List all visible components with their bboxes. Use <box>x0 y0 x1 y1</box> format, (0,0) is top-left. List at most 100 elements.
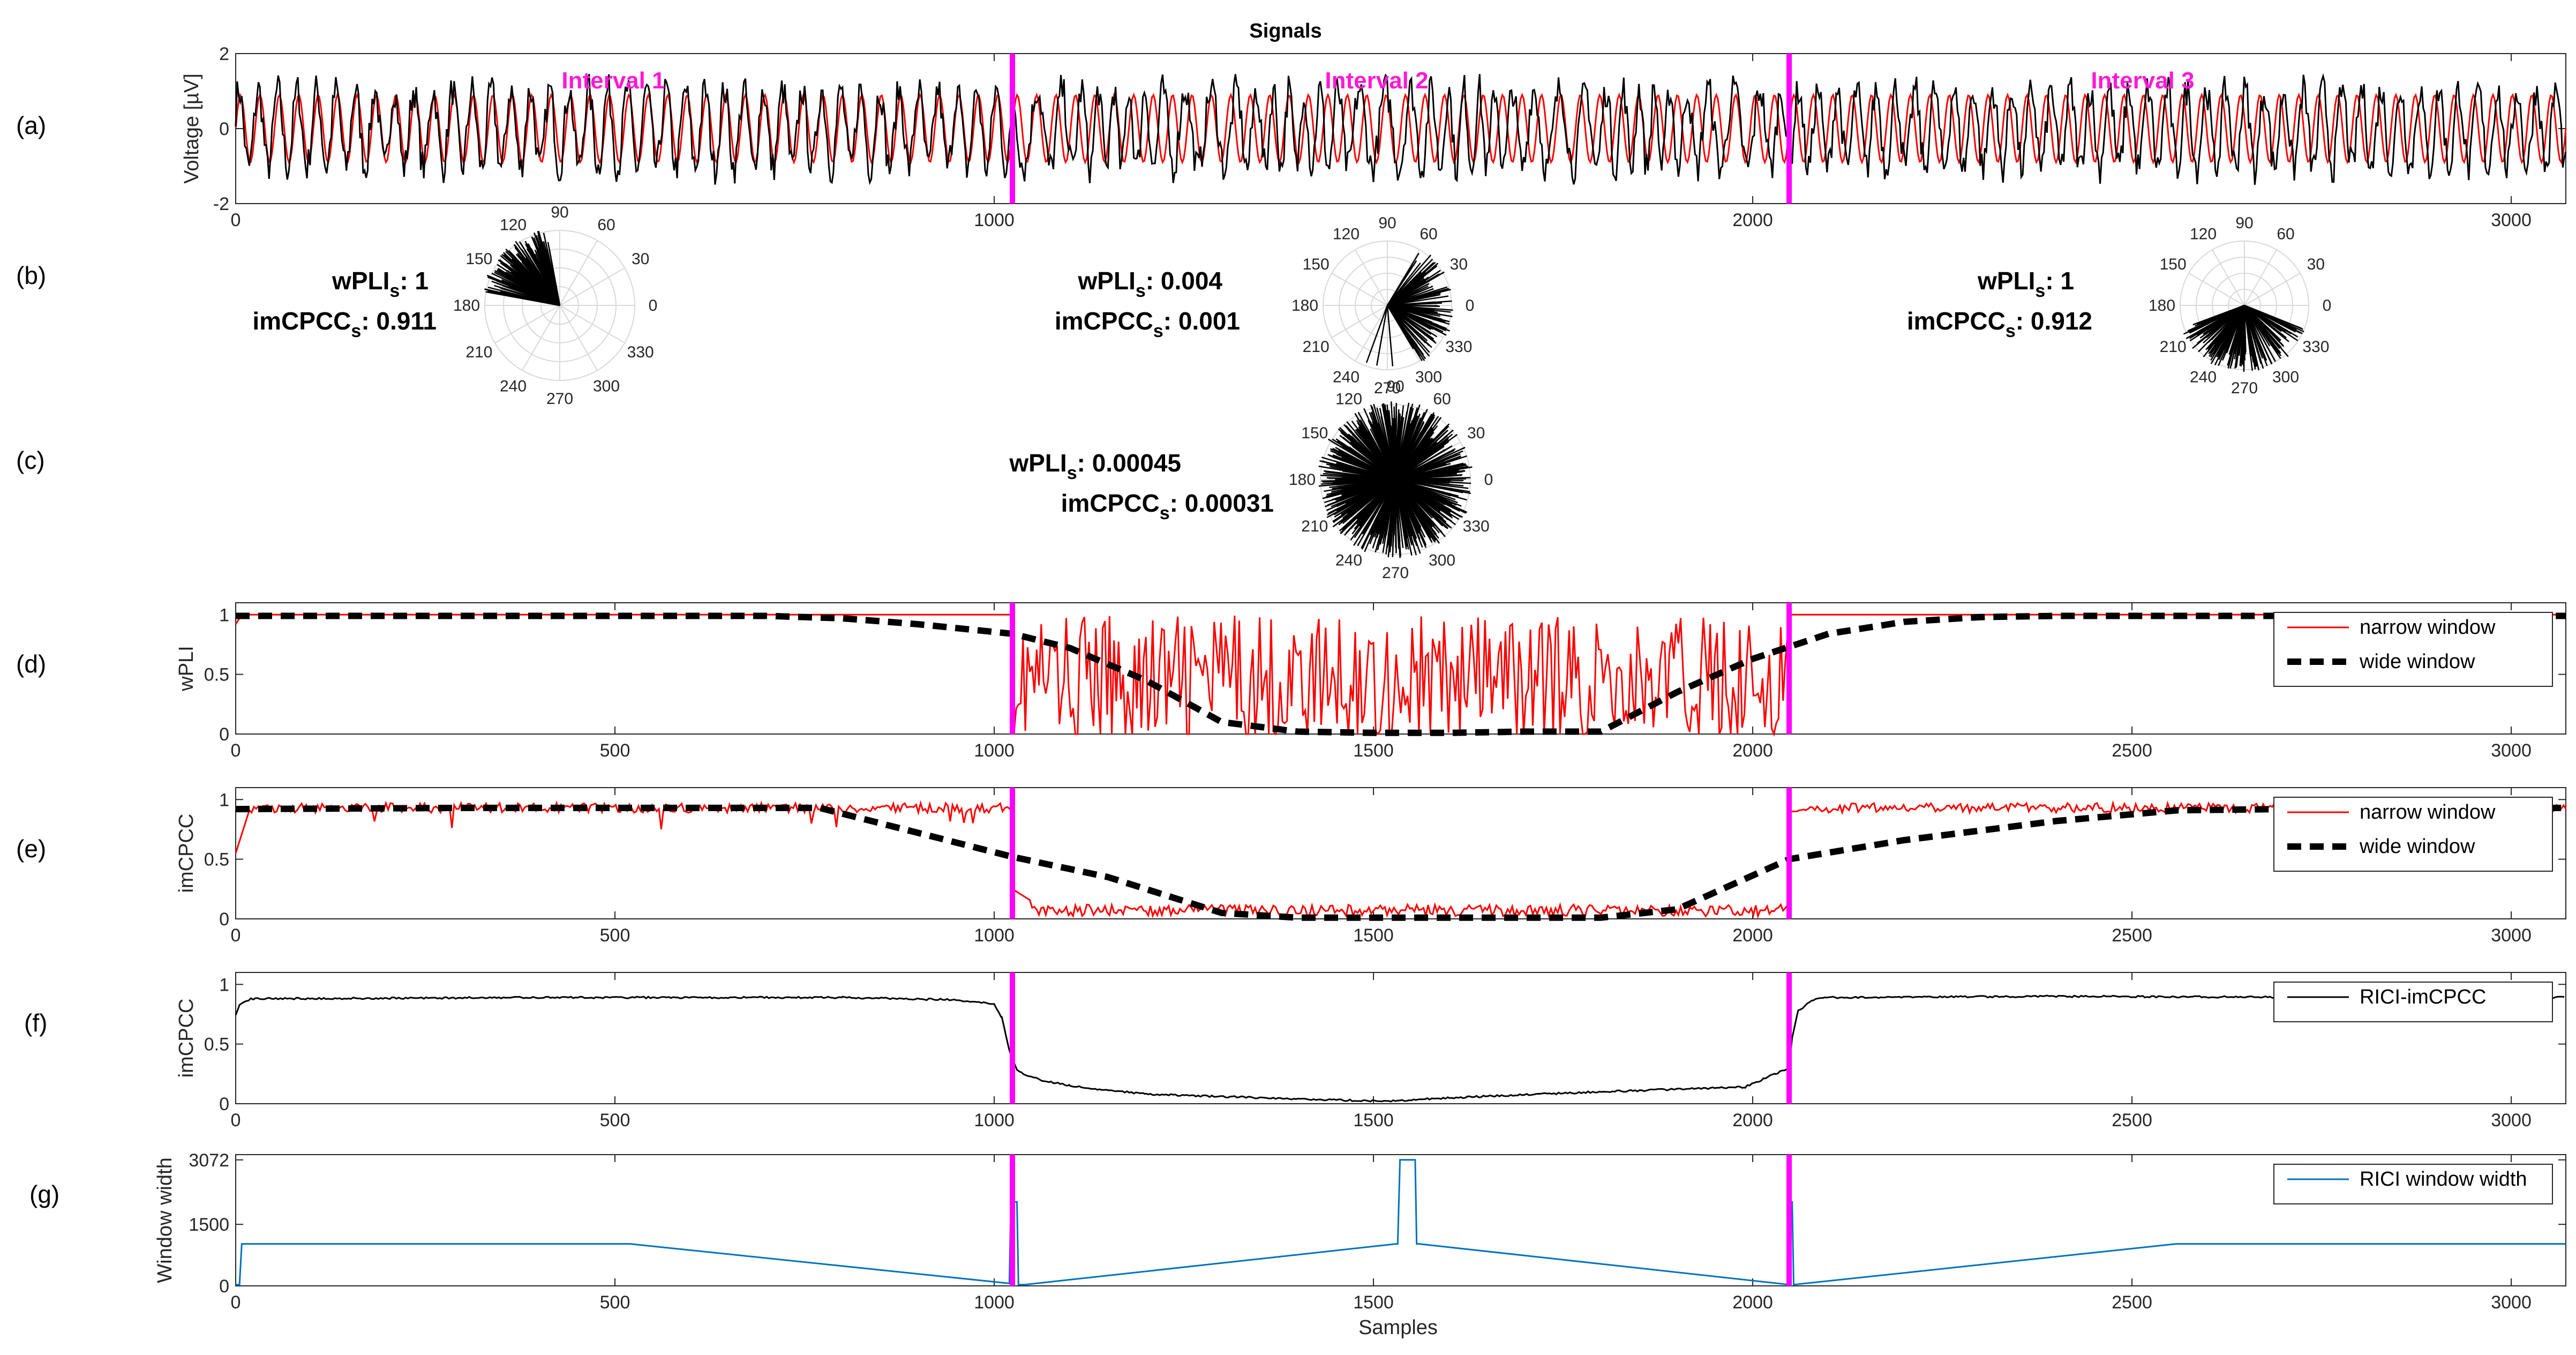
legend-label: wide window <box>2359 835 2475 858</box>
polar-angle-label: 180 <box>453 297 480 315</box>
legend: RICI window width <box>2273 1164 2553 1204</box>
polar-angle-label: 180 <box>2149 297 2175 315</box>
interval-3-label: Interval 3 <box>2091 68 2194 94</box>
imcpcc-sub: s <box>1153 321 1163 341</box>
phase-vector <box>1387 269 1441 306</box>
imcpcc-sub: s <box>1160 503 1170 523</box>
imcpcc-sub: s <box>351 321 361 341</box>
polar-angle-label: 150 <box>1301 424 1328 442</box>
polar-spoke <box>2212 249 2245 306</box>
phase-vector <box>520 242 561 306</box>
phase-vector <box>1395 479 1449 521</box>
imcpcc-value: : 0.911 <box>361 307 437 335</box>
polar-angle-label: 0 <box>2323 297 2332 315</box>
polar-angle-label: 90 <box>1386 378 1404 395</box>
polar-angle-label: 270 <box>1382 564 1409 582</box>
phase-vector <box>1387 305 1430 353</box>
x-tick-label: 2500 <box>2112 925 2152 946</box>
polar-spoke <box>1355 249 1388 306</box>
phase-vector <box>1379 479 1396 545</box>
imcpcc-value: : 0.00031 <box>1170 489 1274 517</box>
phase-vector <box>522 257 560 306</box>
polar-angle-label: 150 <box>465 250 492 268</box>
polar-angle-label: 90 <box>2235 214 2253 232</box>
phase-vector <box>2208 305 2245 354</box>
legend-box <box>2273 982 2553 1022</box>
stats-interval-3: wPLIs: 1 imCPCCs: 0.912 <box>1907 267 2092 341</box>
polar-angle-label: 240 <box>1333 368 1360 386</box>
x-tick-label: 1000 <box>974 925 1015 946</box>
phase-vector <box>1394 479 1409 546</box>
polar-angle-label: 270 <box>1374 379 1401 397</box>
phase-vector <box>1326 478 1396 518</box>
y-axis-label: imCPCC <box>175 999 198 1078</box>
y-tick-label: 0.5 <box>204 665 229 685</box>
phase-vector <box>487 286 560 306</box>
phase-vector <box>498 259 560 306</box>
phase-vector <box>1370 479 1396 536</box>
polar-angle-label: 30 <box>632 250 649 268</box>
polar-angle-label: 30 <box>2307 256 2325 273</box>
phase-vector <box>1387 304 1431 330</box>
phase-vector <box>2244 305 2289 342</box>
phase-vector <box>1387 304 1437 320</box>
phase-vector <box>1394 415 1410 480</box>
polar-angle-label: 300 <box>1429 552 1455 570</box>
x-tick-label: 3000 <box>2491 925 2532 946</box>
phase-vector <box>2203 304 2245 335</box>
imcpcc-sub: s <box>2006 321 2016 341</box>
y-tick-label: 0 <box>219 909 229 930</box>
phase-vector <box>1375 427 1396 480</box>
legend-box <box>2273 797 2553 872</box>
phase-vector <box>2244 304 2292 335</box>
axes-window-width: 0 500 1000 1500 2000 2500 3000 0 1500 3072 Window … <box>154 1150 2566 1313</box>
x-tick-label: 1500 <box>1353 1110 1394 1131</box>
polar-angle-label: 120 <box>500 216 527 234</box>
polar-spoke <box>2188 273 2245 306</box>
axes-imcpcc: 0 500 1000 1500 2000 2500 3000 0 0.5 1 imCPCC narro… <box>175 787 2567 946</box>
x-tick-label: 0 <box>231 925 241 946</box>
phase-vector <box>1394 479 1426 538</box>
y-tick-label: 0.5 <box>204 1035 229 1055</box>
y-tick-label: 2 <box>219 44 229 64</box>
polar-angle-label: 300 <box>2272 368 2299 386</box>
phase-vector <box>1327 478 1396 506</box>
legend: narrow window wide window <box>2273 612 2553 687</box>
polar-spoke <box>1331 273 1388 306</box>
wpli-label: wPLI <box>1078 267 1136 295</box>
wpli-label: wPLI <box>1977 267 2035 295</box>
panel-label-c: (c) <box>16 446 45 474</box>
phase-vector <box>1395 450 1455 481</box>
x-tick-label: 3000 <box>2491 1110 2532 1131</box>
x-tick-label: 0 <box>231 1110 241 1131</box>
polar-angle-label: 330 <box>1463 518 1490 535</box>
phase-vector <box>1395 478 1458 504</box>
polar-angle-label: 60 <box>2277 226 2294 243</box>
phase-vector <box>1395 474 1463 481</box>
x-tick-label: 500 <box>600 740 630 761</box>
y-tick-label: -2 <box>213 194 229 214</box>
phase-vector <box>1387 305 1437 344</box>
polar-spoke <box>559 305 625 343</box>
phase-vector <box>1326 478 1396 496</box>
phase-vector <box>1395 453 1458 481</box>
x-tick-label: 1000 <box>974 210 1015 230</box>
wpli-value: : 1 <box>400 267 429 295</box>
wpli-label: wPLI <box>1009 449 1067 477</box>
polar-spoke <box>2244 273 2301 306</box>
polar-angle-label: 240 <box>500 378 527 395</box>
x-tick-label: 2000 <box>1732 1292 1773 1313</box>
phase-vector <box>2211 305 2245 340</box>
x-tick-label: 0 <box>231 740 241 761</box>
polar-angle-label: 330 <box>627 343 654 361</box>
phase-vector <box>1387 254 1432 306</box>
phase-vector <box>2188 304 2245 333</box>
polar-spoke <box>2244 249 2277 306</box>
polar-spoke <box>1355 305 1388 362</box>
series-wide-window <box>235 804 2566 921</box>
phase-vector <box>1365 305 1388 363</box>
polar-spoke <box>494 305 560 343</box>
